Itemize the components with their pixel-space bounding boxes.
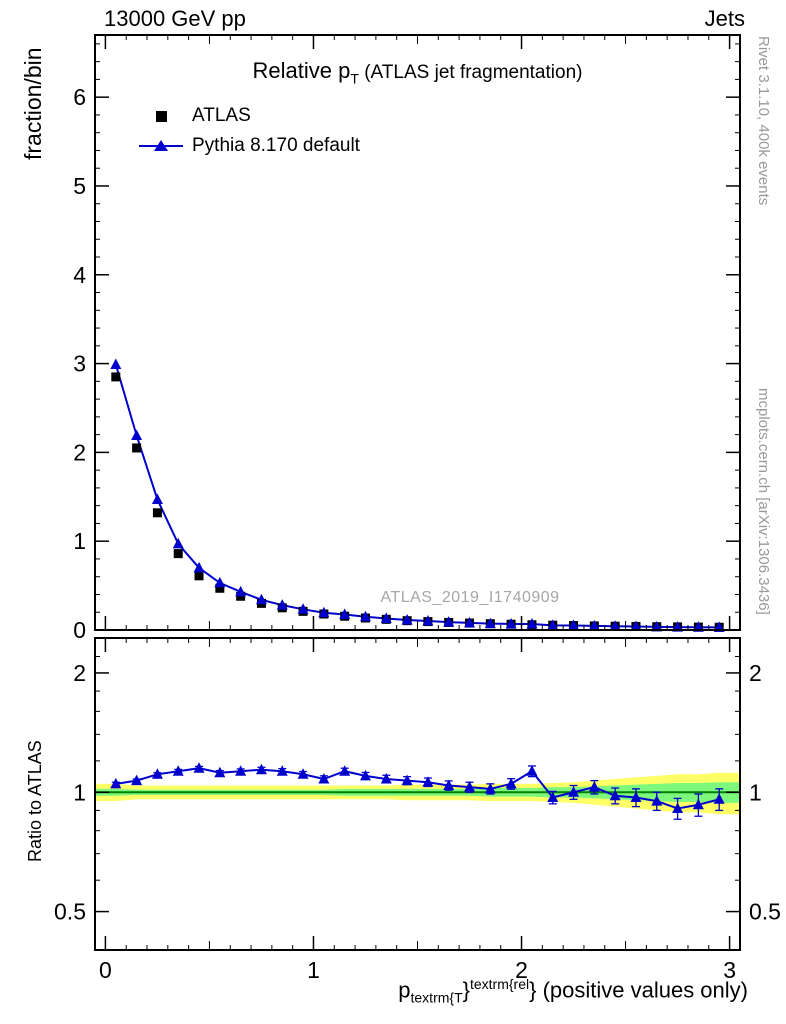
svg-text:0: 0 — [73, 617, 86, 643]
svg-text:5: 5 — [73, 173, 86, 199]
svg-text:2: 2 — [515, 957, 528, 983]
beam-energy-label: 13000 GeV pp — [104, 6, 246, 31]
svg-text:6: 6 — [73, 84, 86, 110]
svg-text:2: 2 — [749, 660, 762, 686]
svg-text:3: 3 — [73, 351, 86, 377]
svg-text:1: 1 — [307, 957, 320, 983]
xaxis-title-base: p — [398, 977, 411, 1003]
svg-text:0: 0 — [99, 957, 112, 983]
legend-atlas-marker-icon — [155, 110, 167, 122]
yaxis-title-ratio: Ratio to ATLAS — [25, 740, 45, 862]
mcplots-credit-label: mcplots.cern.ch [arXiv:1306.3436] — [755, 388, 772, 615]
legend-pythia-triangle-icon — [154, 140, 168, 151]
svg-text:4: 4 — [73, 262, 86, 288]
xaxis-title-brace: } — [462, 977, 470, 1003]
legend-item-pythia: Pythia 8.170 default — [138, 131, 360, 161]
xaxis-title: ptextrm{T}textrm{rel} (positive values o… — [398, 976, 748, 1006]
yaxis-title-main: fraction/bin — [20, 47, 46, 160]
svg-text:2: 2 — [73, 439, 86, 465]
svg-text:0.5: 0.5 — [749, 899, 781, 925]
plot-title: Relative pT (ATLAS jet fragmentation) — [95, 58, 740, 86]
legend-atlas-label: ATLAS — [192, 105, 251, 126]
svg-text:0.5: 0.5 — [54, 899, 86, 925]
legend-pythia-line-icon — [139, 139, 183, 153]
plot-title-sub: T — [350, 70, 359, 87]
xaxis-title-superscript: textrm{rel — [469, 976, 530, 992]
svg-text:3: 3 — [723, 957, 736, 983]
legend-pythia-label: Pythia 8.170 default — [192, 135, 360, 156]
plot-title-pre: Relative p — [252, 58, 351, 83]
legend: ATLAS Pythia 8.170 default — [138, 101, 360, 161]
plot-title-post: (ATLAS jet fragmentation) — [358, 62, 583, 83]
xaxis-title-subscript: textrm{T — [410, 989, 463, 1006]
process-label: Jets — [704, 6, 745, 31]
svg-text:2: 2 — [73, 660, 86, 686]
svg-text:1: 1 — [73, 779, 86, 805]
analysis-watermark: ATLAS_2019_I1740909 — [380, 589, 560, 606]
xaxis-title-tail: } (positive values only) — [529, 977, 748, 1003]
svg-text:1: 1 — [73, 528, 86, 554]
legend-item-atlas: ATLAS — [138, 101, 360, 131]
rivet-version-label: Rivet 3.1.10, 400k events — [755, 36, 772, 206]
svg-text:1: 1 — [749, 779, 762, 805]
